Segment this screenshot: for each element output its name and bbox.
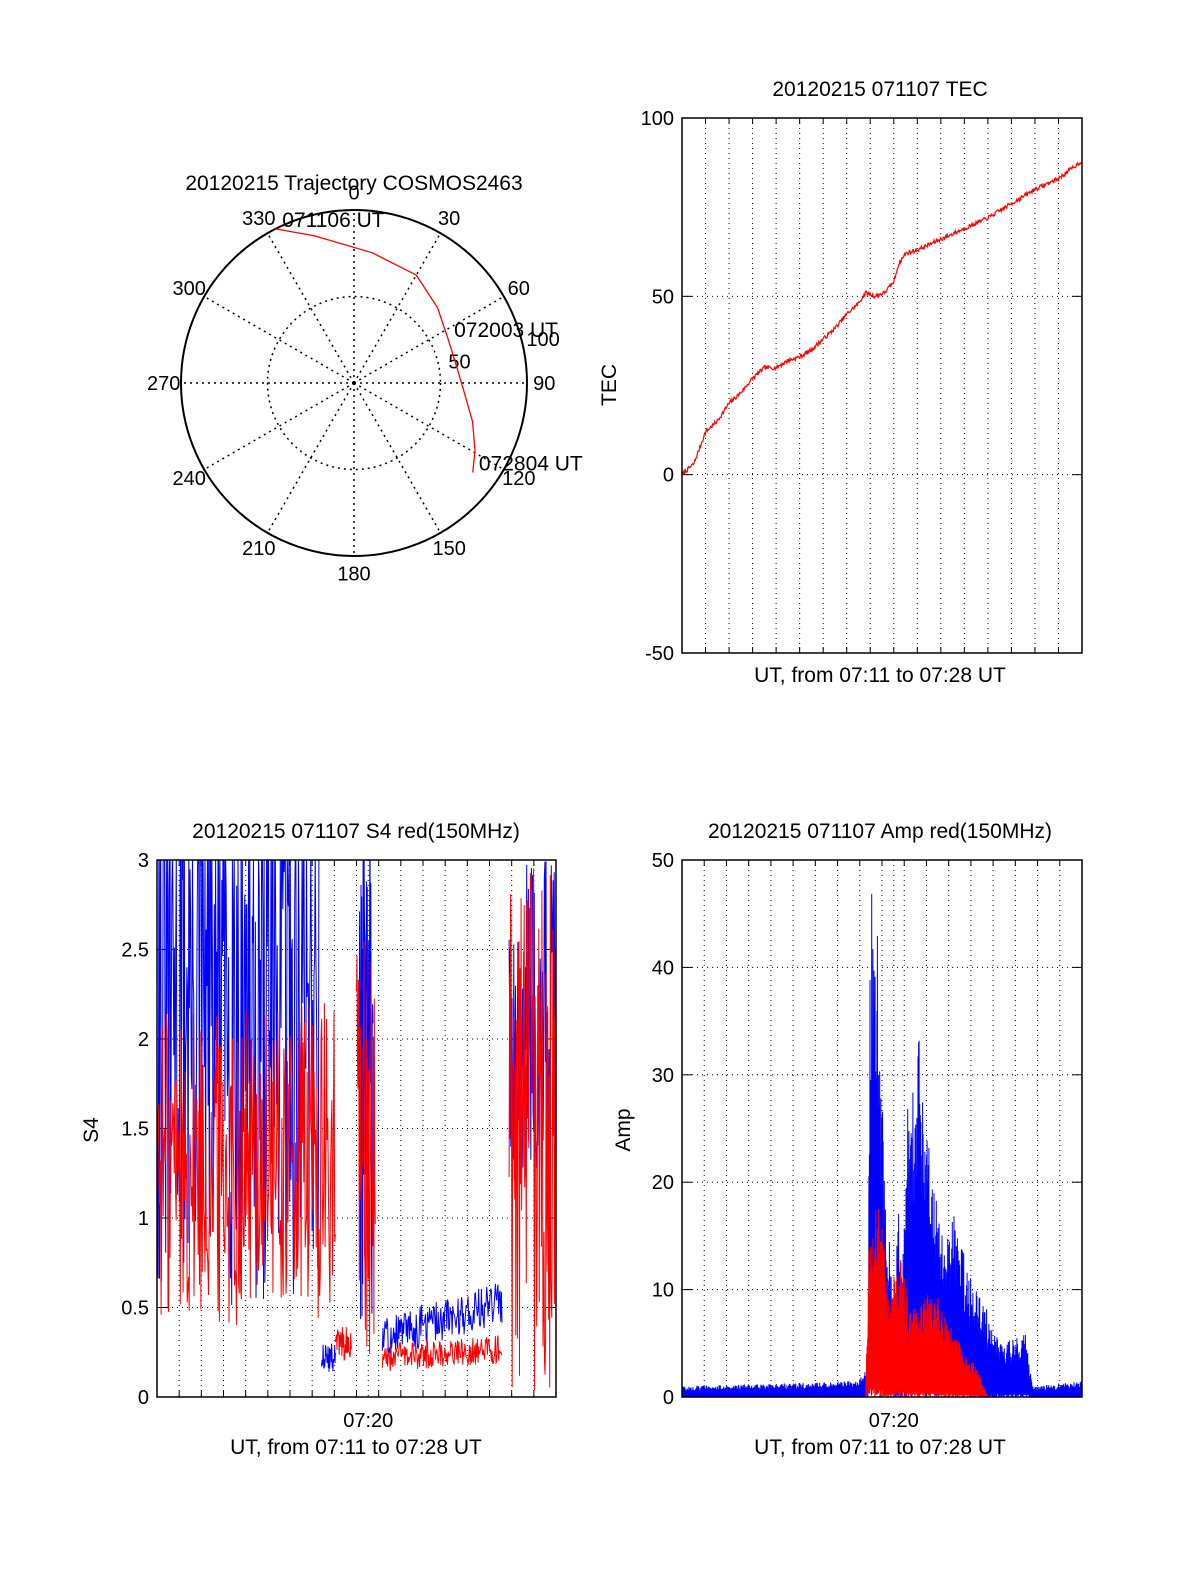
y-tick-label: 50 [652, 286, 674, 308]
y-tick-label: 2.5 [121, 940, 149, 962]
polar-spoke [266, 232, 355, 384]
y-tick-label: 2 [138, 1029, 149, 1051]
red-amp-series-line [682, 1209, 1082, 1397]
x-tick-label: 07:20 [343, 1410, 393, 1432]
y-tick-label: 50 [652, 850, 674, 872]
polar-spoke [203, 382, 355, 471]
polar-angle-label: 300 [173, 278, 206, 300]
tec-ylabel: TEC [598, 364, 621, 406]
polar-radius-label: 50 [448, 352, 470, 374]
polar-angle-label: 210 [242, 538, 275, 560]
y-tick-label: 30 [652, 1065, 674, 1087]
s4-title: 20120215 071107 S4 red(150MHz) [192, 820, 520, 843]
plot-frame [156, 859, 557, 1398]
polar-angle-label: 120 [502, 468, 535, 490]
polar-angle-label: 0 [348, 183, 359, 205]
amp-xlabel: UT, from 07:11 to 07:28 UT [754, 1436, 1006, 1459]
s4-chart: 20120215 071107 S4 red(150MHz) UT, from … [80, 820, 557, 1459]
trajectory-title: 20120215 Trajectory COSMOS2463 [185, 172, 522, 195]
red-s4-series-line [157, 868, 556, 1391]
y-tick-label: 40 [652, 957, 674, 979]
polar-angle-label: 90 [533, 373, 555, 395]
y-tick-label: -50 [645, 643, 674, 665]
plot-frame [681, 859, 1083, 1398]
y-tick-label: 0.5 [121, 1298, 149, 1320]
polar-spoke [353, 232, 442, 384]
trajectory-time-label: 072804 UT [479, 453, 583, 476]
plot-frame [681, 117, 1083, 654]
y-tick-label: 0 [138, 1387, 149, 1409]
y-tick-label: 3 [138, 850, 149, 872]
polar-angle-label: 180 [337, 563, 370, 585]
s4-ylabel: S4 [80, 1117, 103, 1143]
trajectory-time-label: 071106 UT [282, 209, 385, 232]
y-tick-label: 1 [138, 1208, 149, 1230]
tec-title: 20120215 071107 TEC [772, 78, 987, 101]
y-tick-label: 1.5 [121, 1119, 149, 1141]
y-tick-label: 20 [652, 1172, 674, 1194]
polar-angle-label: 330 [242, 208, 275, 230]
polar-spoke [353, 382, 442, 534]
polar-spoke [266, 382, 355, 534]
s4-xlabel: UT, from 07:11 to 07:28 UT [230, 1436, 482, 1459]
y-tick-label: 10 [652, 1280, 674, 1302]
trajectory-time-label: 072003 UT [454, 319, 558, 342]
polar-spoke [203, 295, 355, 384]
blue-s4-series-line [157, 860, 556, 1372]
y-tick-label: 100 [641, 108, 674, 130]
tec-chart: 20120215 071107 TEC UT, from 07:11 to 07… [598, 78, 1083, 687]
tec-series-line [681, 161, 1083, 476]
trajectory-line [275, 228, 476, 473]
polar-spoke [353, 295, 505, 384]
polar-angle-label: 240 [173, 468, 206, 490]
polar-grid-circle [266, 295, 442, 471]
polar-outer-circle [180, 209, 528, 557]
amp-chart: 20120215 071107 Amp red(150MHz) UT, from… [612, 820, 1083, 1459]
polar-radius-label: 100 [526, 329, 559, 351]
trajectory-polar-plot: 20120215 Trajectory COSMOS2463 0 30 60 90 12… [147, 172, 583, 585]
y-tick-label: 0 [663, 465, 674, 487]
amp-ylabel: Amp [612, 1108, 635, 1151]
y-tick-label: 0 [663, 1387, 674, 1409]
blue-amp-series-line [682, 894, 1082, 1397]
tec-xlabel: UT, from 07:11 to 07:28 UT [754, 664, 1006, 687]
amp-title: 20120215 071107 Amp red(150MHz) [708, 820, 1052, 843]
polar-angle-label: 30 [438, 208, 460, 230]
polar-angle-label: 150 [432, 538, 465, 560]
x-tick-label: 07:20 [869, 1410, 919, 1432]
polar-angle-label: 270 [147, 373, 180, 395]
polar-angle-label: 60 [508, 278, 530, 300]
polar-spoke [353, 382, 505, 471]
